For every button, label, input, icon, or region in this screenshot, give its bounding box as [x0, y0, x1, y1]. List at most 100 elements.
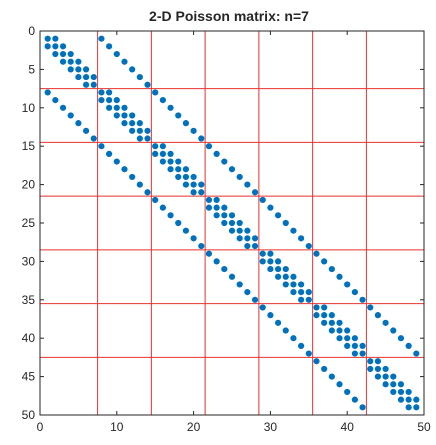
nonzero-marker-17-17: [167, 158, 174, 165]
nonzero-marker-45-44: [374, 373, 382, 380]
nonzero-marker-22-29: [259, 196, 266, 204]
nonzero-marker-5-5: [75, 66, 82, 73]
nonzero-marker-36-37: [321, 304, 328, 311]
nonzero-marker-4-4: [67, 58, 74, 65]
nonzero-marker-3-10: [113, 50, 120, 58]
nonzero-marker-23-16: [159, 204, 166, 211]
nonzero-marker-18-11: [121, 166, 128, 173]
nonzero-marker-13-14: [144, 127, 151, 134]
nonzero-marker-34-27: [244, 289, 251, 296]
nonzero-marker-39-39: [336, 327, 343, 334]
nonzero-marker-36-29: [259, 304, 266, 311]
nonzero-marker-7-14: [144, 81, 151, 88]
nonzero-marker-38-31: [274, 319, 282, 326]
nonzero-marker-29-36: [313, 250, 320, 257]
nonzero-marker-47-48: [405, 388, 412, 396]
nonzero-marker-35-28: [251, 296, 259, 303]
nonzero-marker-48-41: [351, 396, 358, 403]
nonzero-marker-37-37: [321, 312, 328, 319]
nonzero-marker-18-19: [182, 166, 190, 173]
nonzero-marker-24-31: [274, 212, 282, 219]
nonzero-marker-29-30: [267, 250, 274, 257]
nonzero-marker-49-48: [405, 404, 412, 411]
nonzero-marker-44-37: [321, 365, 328, 373]
nonzero-marker-12-12: [129, 120, 136, 127]
nonzero-marker-34-33: [290, 289, 297, 296]
nonzero-marker-24-23: [213, 212, 220, 219]
nonzero-marker-11-12: [129, 112, 136, 119]
nonzero-marker-38-37: [321, 319, 328, 326]
nonzero-marker-21-20: [190, 189, 197, 196]
nonzero-marker-42-49: [413, 350, 420, 357]
nonzero-marker-29-29: [259, 250, 266, 257]
nonzero-marker-31-32: [282, 265, 289, 273]
nonzero-marker-41-40: [344, 342, 351, 349]
nonzero-marker-27-34: [298, 235, 305, 242]
nonzero-marker-8-1: [44, 89, 51, 96]
y-tick-label-40: 40: [22, 331, 36, 345]
nonzero-marker-16-23: [213, 150, 220, 157]
nonzero-marker-39-32: [282, 327, 289, 334]
nonzero-marker-32-31: [274, 273, 282, 280]
nonzero-marker-3-3: [59, 50, 67, 58]
nonzero-marker-22-23: [213, 196, 220, 204]
nonzero-marker-12-5: [75, 120, 82, 127]
nonzero-marker-1-2: [52, 35, 59, 42]
y-tick-label-20: 20: [22, 178, 36, 192]
nonzero-marker-38-45: [382, 319, 389, 326]
nonzero-marker-30-30: [267, 258, 274, 265]
nonzero-marker-17-18: [175, 158, 182, 165]
y-tick-label-35: 35: [22, 293, 36, 307]
nonzero-marker-36-36: [313, 304, 320, 311]
nonzero-marker-29-22: [205, 250, 213, 257]
nonzero-marker-41-34: [298, 342, 305, 349]
x-axis-ticks: 0 10 20 30 40 50: [37, 31, 431, 434]
nonzero-marker-7-6: [82, 81, 90, 88]
nonzero-marker-6-5: [75, 73, 82, 81]
nonzero-marker-20-21: [198, 181, 205, 188]
nonzero-marker-11-11: [121, 112, 128, 119]
nonzero-marker-47-40: [344, 388, 351, 396]
y-tick-label-45: 45: [22, 370, 36, 384]
nonzero-marker-21-21: [198, 189, 205, 196]
nonzero-marker-16-17: [167, 150, 174, 157]
nonzero-marker-4-5: [75, 58, 82, 65]
nonzero-marker-38-38: [328, 319, 335, 326]
nonzero-marker-14-21: [198, 135, 205, 142]
nonzero-marker-27-28: [251, 235, 259, 242]
nonzero-marker-8-15: [152, 89, 159, 96]
nonzero-marker-3-4: [67, 50, 74, 58]
nonzero-marker-28-35: [305, 242, 312, 250]
nonzero-marker-8-8: [98, 89, 105, 96]
nonzero-marker-25-24: [221, 219, 228, 227]
y-tick-label-25: 25: [22, 216, 36, 230]
nonzero-marker-37-36: [313, 312, 320, 319]
y-tick-label-5: 5: [28, 62, 35, 76]
nonzero-marker-48-49: [413, 396, 420, 403]
nonzero-marker-43-36: [313, 358, 320, 365]
nonzero-marker-46-46: [390, 381, 397, 388]
nonzero-marker-16-9: [106, 150, 113, 157]
nonzero-marker-48-47: [397, 396, 405, 403]
nonzero-marker-14-13: [136, 135, 143, 142]
nonzero-marker-1-8: [98, 35, 105, 42]
nonzero-marker-35-35: [305, 296, 312, 303]
nonzero-marker-39-40: [344, 327, 351, 334]
nonzero-marker-26-33: [290, 227, 297, 234]
nonzero-marker-11-18: [175, 112, 182, 119]
nonzero-marker-19-12: [129, 173, 136, 181]
nonzero-marker-24-24: [221, 212, 228, 219]
nonzero-marker-3-2: [52, 50, 59, 58]
nonzero-marker-31-24: [221, 265, 228, 273]
x-tick-label-0: 0: [37, 420, 44, 434]
nonzero-marker-30-23: [213, 258, 220, 265]
nonzero-marker-5-4: [67, 66, 74, 73]
nonzero-marker-23-30: [267, 204, 274, 211]
nonzero-marker-47-47: [397, 388, 405, 396]
nonzero-marker-6-13: [136, 73, 143, 81]
nonzero-marker-45-46: [390, 373, 397, 380]
nonzero-marker-18-17: [167, 166, 174, 173]
nonzero-marker-21-28: [251, 189, 259, 196]
nonzero-marker-44-45: [382, 365, 389, 373]
